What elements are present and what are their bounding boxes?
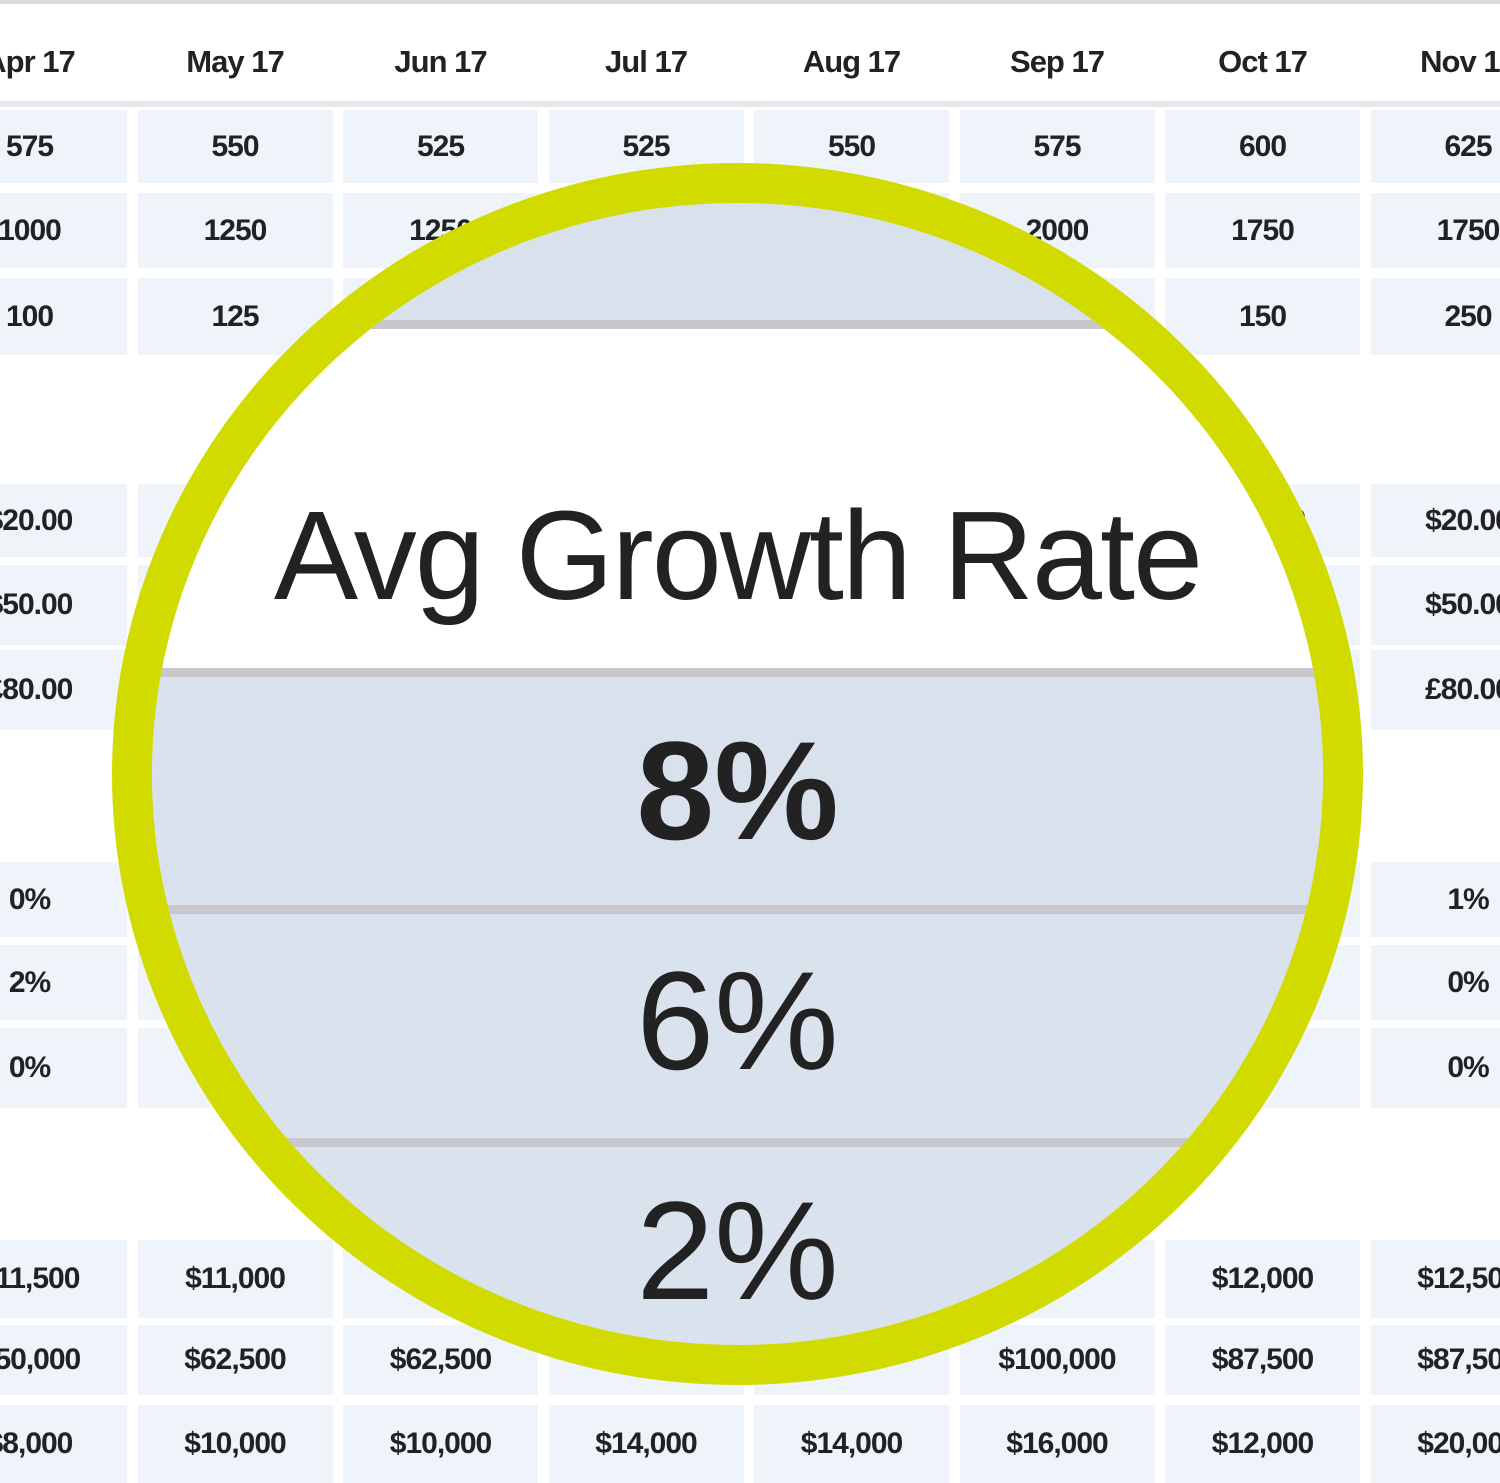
column-header[interactable]: Jul 17 [605,44,688,79]
table-cell[interactable]: $10,000 [343,1405,538,1483]
table-cell[interactable]: $12,500 [1370,1240,1500,1318]
table-cell[interactable]: $87,500 [1370,1325,1500,1395]
lens-title-band [152,329,1323,668]
table-cell[interactable]: $10,000 [137,1405,333,1483]
table-cell[interactable]: $8,000 [0,1405,127,1483]
table-cell[interactable]: $12,000 [1165,1405,1360,1483]
column-header[interactable]: Apr 17 [0,44,76,79]
table-cell[interactable]: $50,000 [0,1325,127,1395]
table-cell[interactable]: $62,500 [137,1325,333,1395]
table-cell[interactable]: 0% [1370,945,1500,1020]
column-header[interactable]: May 17 [186,44,284,79]
table-cell[interactable]: 525 [343,110,538,183]
lens-top-band [152,203,1323,320]
table-cell[interactable]: $50.00 [1370,565,1500,645]
table-cell[interactable]: 1% [1370,862,1500,937]
table-cell[interactable]: $12,000 [1165,1240,1360,1318]
table-cell[interactable]: $14,000 [754,1405,949,1483]
table-cell[interactable]: £80.00 [1370,650,1500,730]
magnifier-lens: Avg Growth Rate 8% 6% 2% [112,163,1363,1385]
table-cell[interactable]: $14,000 [548,1405,744,1483]
table-cell[interactable]: $20,000 [1370,1405,1500,1483]
header-divider [0,101,1500,107]
column-header[interactable]: Oct 17 [1218,44,1308,79]
table-cell[interactable]: 575 [0,110,127,183]
growth-rate-value-3: 2% [636,1172,839,1329]
table-cell[interactable]: 1750 [1370,193,1500,268]
table-cell[interactable]: $11,500 [0,1240,127,1318]
table-cell[interactable]: $87,500 [1165,1325,1360,1395]
avg-growth-rate-title: Avg Growth Rate [273,485,1203,626]
table-cell[interactable]: 2% [0,945,127,1020]
table-cell[interactable]: 600 [1165,110,1360,183]
table-cell[interactable]: 0% [0,1028,127,1108]
lens-divider [152,320,1323,329]
table-cell[interactable]: $16,000 [959,1405,1155,1483]
table-cell[interactable]: $11,000 [137,1240,333,1318]
table-cell[interactable]: 0% [1370,1028,1500,1108]
lens-divider [152,905,1323,914]
lens-divider [152,668,1323,677]
table-cell[interactable]: $100,000 [959,1325,1155,1395]
column-header[interactable]: Jun 17 [394,44,487,79]
table-cell[interactable]: 550 [137,110,333,183]
table-cell[interactable]: £80.00 [0,650,127,730]
column-header[interactable]: Sep 17 [1010,44,1105,79]
table-cell[interactable]: 550 [754,110,949,183]
column-header[interactable]: Aug 17 [802,44,901,79]
growth-rate-value-2: 6% [636,942,839,1099]
table-cell[interactable]: 250 [1370,278,1500,355]
column-header[interactable]: Nov 17 [1420,44,1500,79]
table-cell[interactable]: 0% [0,862,127,937]
lens-divider [152,1138,1323,1147]
table-cell[interactable]: 100 [0,278,127,355]
growth-rate-value-1: 8% [636,712,839,869]
table-cell[interactable]: 1000 [0,193,127,268]
top-border [0,0,1500,4]
table-cell[interactable]: $20.00 [0,484,127,557]
table-cell[interactable]: $50.00 [0,565,127,645]
table-cell[interactable]: 625 [1370,110,1500,183]
table-cell[interactable]: 575 [959,110,1155,183]
lens-value-band [152,677,1323,905]
table-cell[interactable]: $20.00 [1370,484,1500,557]
